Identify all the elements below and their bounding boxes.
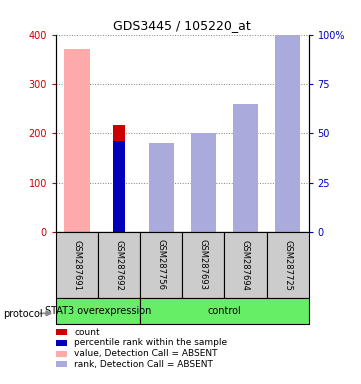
Bar xyxy=(98,232,140,298)
Bar xyxy=(56,232,98,298)
Bar xyxy=(64,50,90,232)
Bar xyxy=(140,232,182,298)
Text: count: count xyxy=(74,328,100,337)
Text: rank, Detection Call = ABSENT: rank, Detection Call = ABSENT xyxy=(74,360,213,369)
Text: GSM287693: GSM287693 xyxy=(199,240,208,290)
Text: GSM287756: GSM287756 xyxy=(157,240,166,290)
Text: protocol: protocol xyxy=(4,309,43,319)
Bar xyxy=(113,141,125,232)
Bar xyxy=(191,134,216,232)
Bar xyxy=(182,232,225,298)
Bar xyxy=(113,124,125,232)
Bar xyxy=(56,298,140,324)
Bar xyxy=(275,0,300,232)
Bar xyxy=(275,114,300,232)
Text: GSM287725: GSM287725 xyxy=(283,240,292,290)
Text: STAT3 overexpression: STAT3 overexpression xyxy=(45,306,151,316)
Text: control: control xyxy=(208,306,241,316)
Text: GSM287691: GSM287691 xyxy=(73,240,82,290)
Text: percentile rank within the sample: percentile rank within the sample xyxy=(74,338,227,348)
Bar xyxy=(266,232,309,298)
Bar xyxy=(225,232,266,298)
Bar xyxy=(233,104,258,232)
Bar xyxy=(149,143,174,232)
Text: value, Detection Call = ABSENT: value, Detection Call = ABSENT xyxy=(74,349,218,358)
Text: GSM287694: GSM287694 xyxy=(241,240,250,290)
Text: GSM287692: GSM287692 xyxy=(115,240,123,290)
Bar xyxy=(140,298,309,324)
Title: GDS3445 / 105220_at: GDS3445 / 105220_at xyxy=(113,19,251,32)
